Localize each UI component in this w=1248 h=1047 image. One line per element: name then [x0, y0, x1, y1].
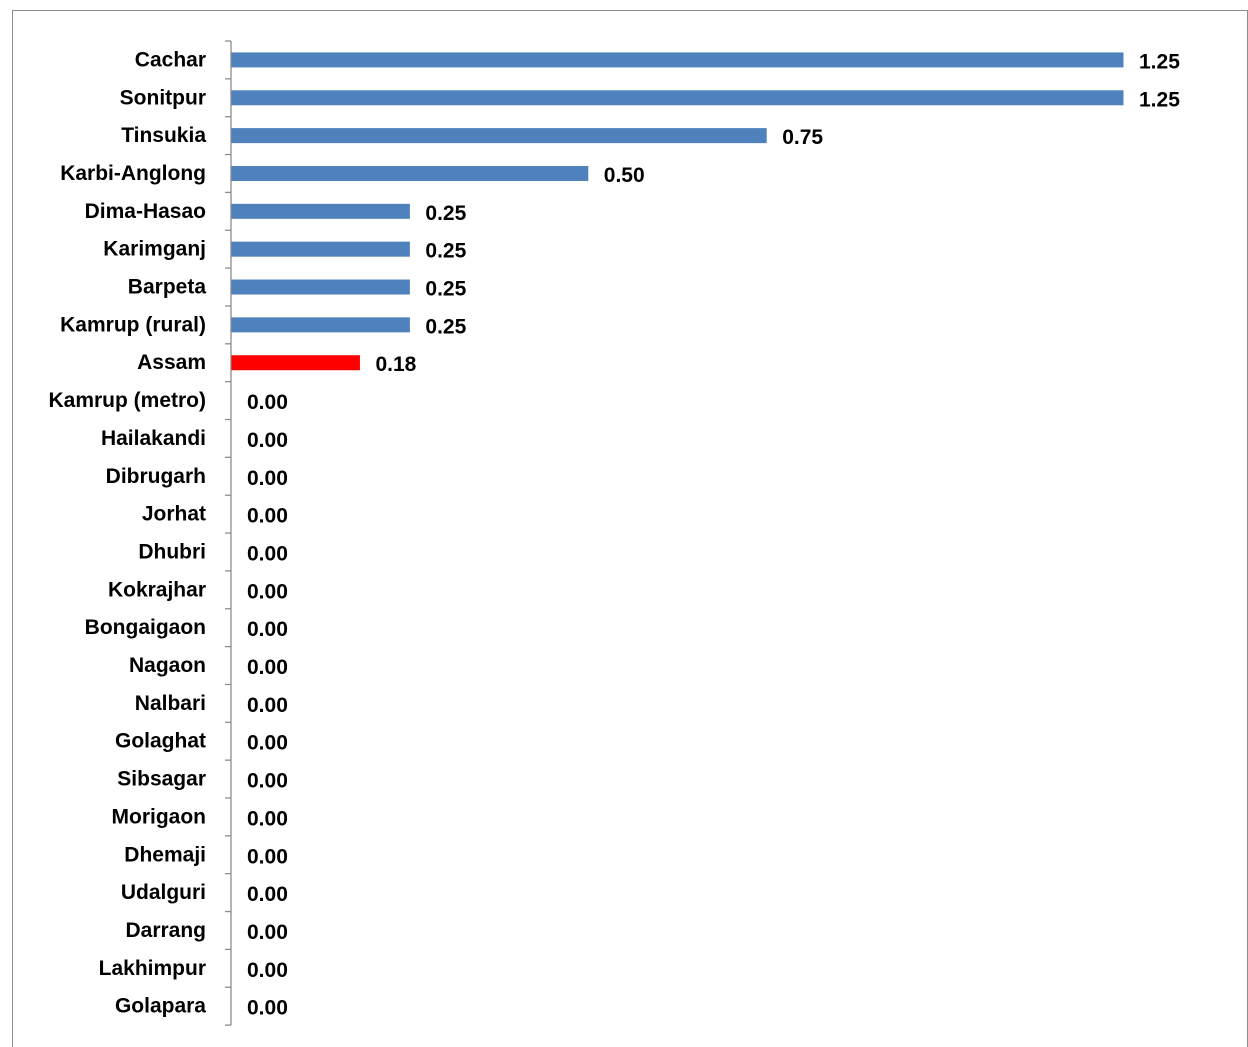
category-label: Jorhat [142, 503, 206, 526]
bars-group [231, 52, 1124, 371]
bar [231, 279, 410, 295]
category-label: Tinsukia [121, 124, 206, 147]
category-label: Dima-Hasao [85, 200, 206, 223]
category-label: Kokrajhar [108, 578, 206, 601]
value-label: 0.50 [604, 164, 645, 187]
y-axis-ticks [225, 40, 231, 1026]
value-label: 0.00 [247, 391, 288, 414]
value-label: 0.00 [247, 618, 288, 641]
value-label: 0.00 [247, 997, 288, 1020]
category-label: Dibrugarh [106, 465, 206, 488]
value-label: 0.25 [425, 240, 466, 263]
category-label: Golapara [115, 995, 206, 1018]
value-label: 0.00 [247, 770, 288, 793]
value-labels: 1.25 1.25 0.75 0.50 0.25 0.25 0.25 0.25 0.18 0.00… [247, 50, 1180, 1019]
value-label: 0.25 [425, 202, 466, 225]
category-label: Kamrup (rural) [60, 313, 206, 336]
value-label: 0.25 [425, 315, 466, 338]
value-label: 0.00 [247, 694, 288, 717]
bar [231, 317, 410, 333]
value-label: 1.25 [1139, 50, 1180, 73]
value-label: 0.18 [375, 353, 416, 376]
value-label: 0.00 [247, 959, 288, 982]
category-label: Morigaon [112, 805, 207, 828]
category-label: Udalguri [121, 881, 206, 904]
category-label: Assam [137, 351, 206, 374]
value-label: 0.00 [247, 505, 288, 528]
bar [231, 241, 410, 257]
value-label: 0.00 [247, 845, 288, 868]
category-label: Hailakandi [101, 427, 206, 450]
value-label: 0.00 [247, 467, 288, 490]
value-label: 0.00 [247, 580, 288, 603]
category-label: Cachar [135, 48, 206, 71]
category-label: Nalbari [135, 692, 206, 715]
category-label: Lakhimpur [99, 957, 206, 980]
category-label: Dhubri [138, 540, 206, 563]
value-label: 0.75 [782, 126, 823, 149]
category-label: Golaghat [115, 730, 206, 753]
category-label: Nagaon [129, 654, 206, 677]
value-label: 0.00 [247, 429, 288, 452]
value-label: 0.00 [247, 921, 288, 944]
category-label: Darrang [125, 919, 206, 942]
value-label: 0.00 [247, 807, 288, 830]
value-label: 1.25 [1139, 88, 1180, 111]
bar [231, 355, 360, 371]
bar [231, 165, 589, 181]
category-label: Karbi-Anglong [60, 162, 206, 185]
category-label: Karimganj [103, 238, 206, 261]
category-label: Dhemaji [124, 843, 206, 866]
category-label: Sibsagar [117, 768, 206, 791]
value-label: 0.25 [425, 278, 466, 301]
category-label: Barpeta [128, 276, 207, 299]
category-label: Sonitpur [120, 86, 206, 109]
bar [231, 128, 767, 144]
bar [231, 203, 410, 219]
bar [231, 52, 1124, 68]
category-labels: Cachar Sonitpur Tinsukia Karbi-Anglong Dima-… [48, 48, 206, 1017]
bar [231, 90, 1124, 106]
value-label: 0.00 [247, 732, 288, 755]
category-label: Bongaigaon [85, 616, 206, 639]
category-label: Kamrup (metro) [48, 389, 206, 412]
value-label: 0.00 [247, 656, 288, 679]
value-label: 0.00 [247, 883, 288, 906]
value-label: 0.00 [247, 542, 288, 565]
